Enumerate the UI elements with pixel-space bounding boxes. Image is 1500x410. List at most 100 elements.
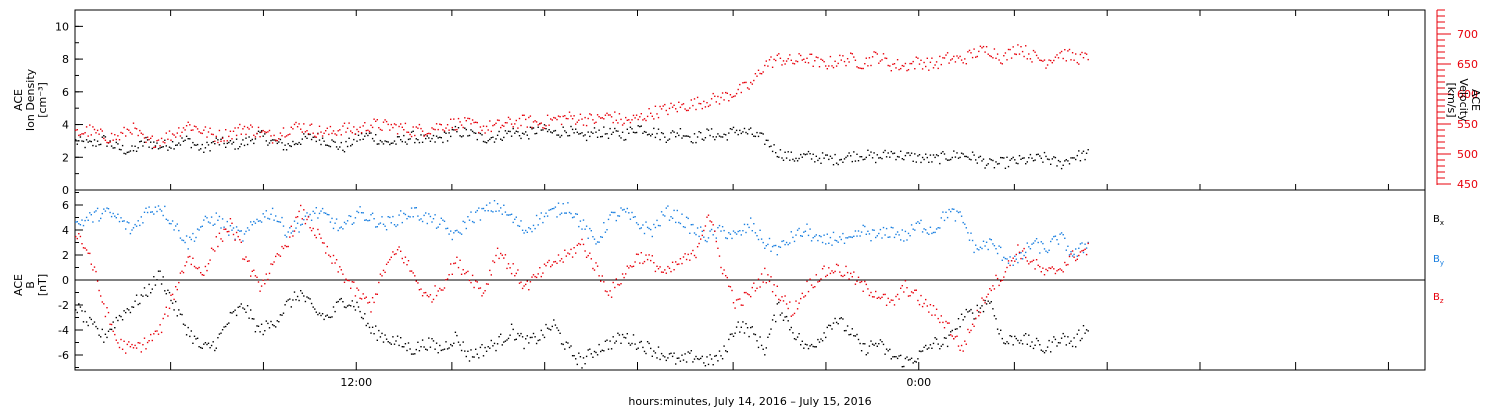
data-point — [876, 345, 878, 347]
data-point — [556, 134, 558, 136]
data-point — [307, 133, 310, 135]
data-point — [185, 235, 188, 237]
data-point — [576, 363, 578, 366]
data-point — [832, 322, 835, 324]
data-point — [873, 229, 875, 231]
data-point — [426, 135, 428, 137]
data-point — [962, 319, 964, 321]
data-point — [410, 270, 413, 272]
data-point — [370, 124, 372, 126]
data-point — [1031, 260, 1033, 263]
data-point — [232, 233, 235, 236]
data-point — [484, 346, 486, 349]
data-point — [214, 349, 216, 352]
data-point — [509, 118, 511, 120]
data-point — [542, 129, 544, 131]
data-point — [668, 353, 671, 355]
data-point — [1026, 58, 1028, 60]
data-point — [331, 316, 333, 318]
data-point — [571, 256, 574, 258]
data-point — [75, 221, 77, 223]
data-point — [185, 125, 188, 127]
data-point — [701, 138, 703, 140]
data-point — [806, 57, 808, 59]
data-point — [901, 366, 903, 368]
data-point — [904, 357, 907, 360]
data-point — [528, 227, 530, 229]
data-point — [259, 331, 261, 333]
data-point — [859, 67, 861, 69]
data-point — [832, 66, 835, 69]
data-point — [326, 127, 328, 129]
data-point — [339, 227, 341, 229]
data-point — [414, 141, 416, 144]
data-point — [420, 134, 422, 136]
data-point — [587, 117, 589, 120]
data-point — [703, 229, 705, 232]
data-point — [998, 333, 1000, 335]
data-point — [1059, 342, 1061, 344]
data-point — [104, 315, 107, 318]
data-point — [165, 218, 167, 220]
data-point — [610, 348, 613, 350]
data-point — [854, 335, 857, 337]
data-point — [389, 216, 391, 219]
data-point — [167, 315, 169, 317]
data-point — [381, 332, 383, 335]
data-point — [692, 223, 694, 226]
data-point — [656, 357, 658, 359]
data-point — [828, 324, 830, 326]
data-point — [987, 248, 989, 251]
data-point — [831, 157, 833, 159]
data-point — [751, 286, 753, 289]
data-point — [156, 140, 158, 142]
data-point — [292, 235, 294, 237]
data-point — [514, 339, 516, 341]
data-point — [660, 352, 663, 355]
data-point — [625, 138, 627, 141]
data-point — [101, 212, 103, 215]
data-point — [279, 255, 282, 257]
data-point — [100, 143, 102, 146]
data-point — [762, 241, 764, 244]
data-point — [943, 219, 946, 222]
data-point — [1015, 53, 1017, 56]
data-point — [146, 295, 149, 297]
data-point — [545, 128, 547, 130]
data-point — [609, 127, 611, 130]
data-point — [681, 137, 683, 139]
data-point — [187, 256, 189, 258]
data-point — [104, 136, 107, 138]
data-point — [392, 142, 394, 144]
data-point — [648, 133, 650, 135]
data-point — [153, 146, 155, 149]
data-point — [371, 126, 374, 129]
data-point — [328, 145, 330, 147]
data-point — [425, 134, 427, 136]
data-point — [356, 210, 358, 213]
data-point — [245, 311, 247, 313]
data-point — [167, 289, 169, 291]
data-point — [470, 281, 472, 284]
data-point — [675, 363, 677, 365]
data-point — [596, 114, 599, 116]
data-point — [215, 135, 217, 138]
data-point — [623, 208, 625, 211]
data-point — [403, 129, 405, 131]
data-point — [631, 211, 633, 214]
data-point — [723, 229, 725, 232]
data-point — [373, 333, 375, 335]
data-point — [185, 261, 188, 263]
data-point — [881, 296, 883, 298]
data-point — [487, 140, 489, 142]
data-point — [743, 223, 746, 226]
data-point — [206, 136, 208, 138]
data-point — [198, 229, 200, 231]
data-point — [895, 233, 897, 236]
data-point — [332, 227, 335, 230]
data-point — [82, 140, 85, 143]
data-point — [373, 301, 375, 304]
data-point — [428, 337, 430, 339]
data-point — [398, 136, 400, 138]
data-point — [1004, 271, 1007, 273]
